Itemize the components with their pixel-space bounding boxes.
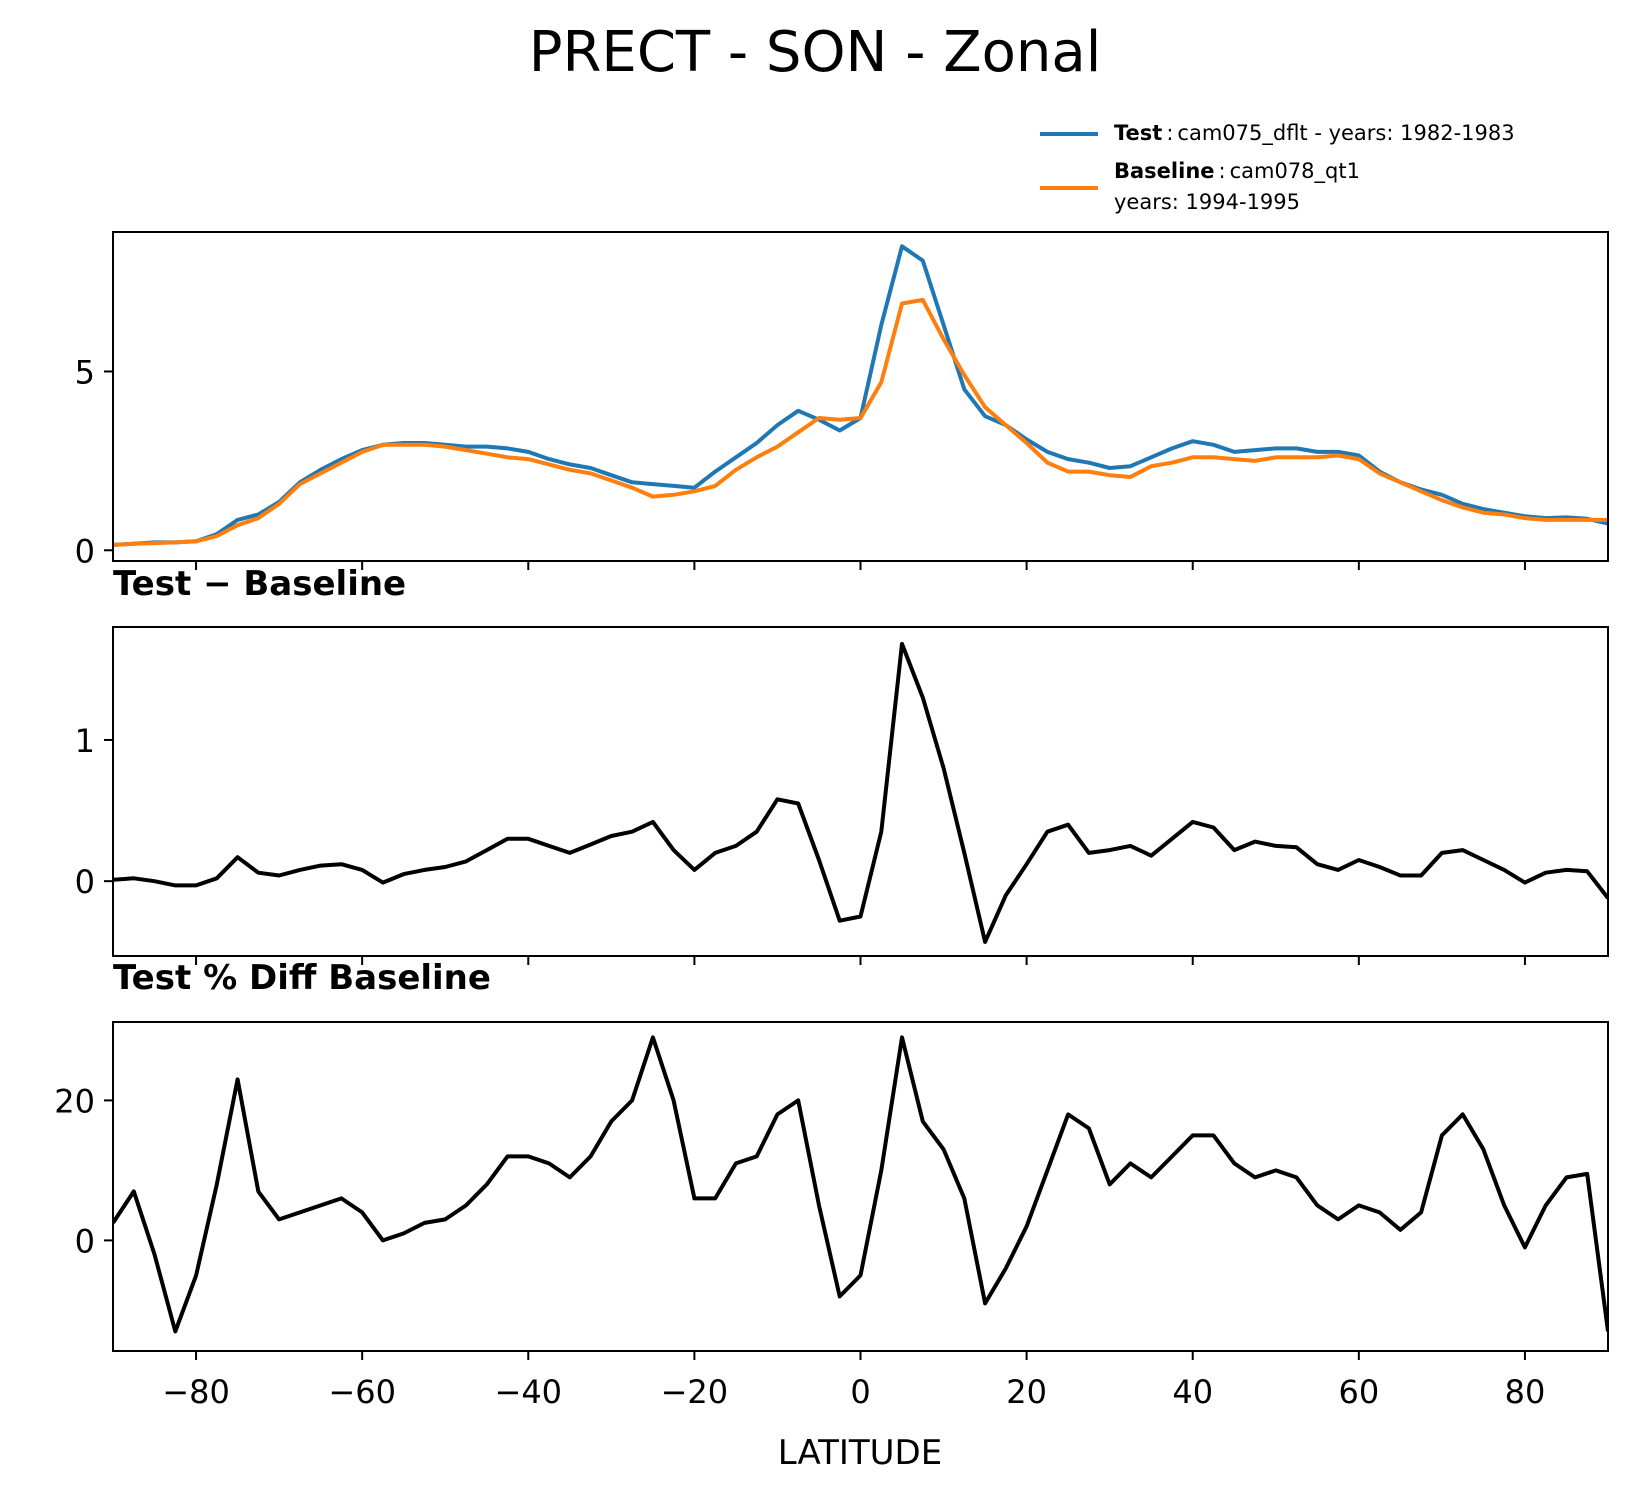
x-tick-label--20: −20 (661, 1373, 729, 1411)
series-line-middle-0 (113, 641, 1608, 944)
x-tick-label-0: 0 (850, 1373, 870, 1411)
panel-title-percent-diff: Test % Diff Baseline (113, 958, 491, 998)
x-axis-label: LATITUDE (777, 1433, 943, 1473)
x-tick-label--60: −60 (328, 1373, 396, 1411)
series-line-top-0 (113, 244, 1608, 547)
y-tick-label-middle-0: 0 (75, 863, 95, 901)
y-tick-label-bottom-20: 20 (54, 1082, 95, 1120)
legend-label2-baseline: years: 1994-1995 (1114, 190, 1301, 214)
series-line-top-1 (113, 297, 1608, 547)
legend-name-test: Test (1114, 121, 1163, 145)
y-tick-label-top-5: 5 (75, 353, 95, 391)
legend-swatch-test (1040, 132, 1098, 136)
y-tick-label-middle-1: 1 (75, 722, 95, 760)
legend-text-test: Test: cam075_dflt - years: 1982-1983 (1114, 118, 1515, 149)
x-tick-label--40: −40 (495, 1373, 563, 1411)
legend-sep-baseline: : (1218, 159, 1226, 183)
series-line-bottom-0 (113, 1035, 1608, 1334)
chart-title: PRECT - SON - Zonal (528, 20, 1102, 85)
legend-name-baseline: Baseline (1114, 159, 1215, 183)
x-tick-label-20: 20 (1006, 1373, 1047, 1411)
legend-sep-test: : (1166, 121, 1174, 145)
plot-frame-top (112, 231, 1609, 562)
legend-label-baseline: cam078_qt1 (1229, 159, 1360, 183)
x-tick-label--80: −80 (162, 1373, 230, 1411)
y-tick-label-top-0: 0 (75, 532, 95, 570)
legend-text-baseline: Baseline: cam078_qt1 years: 1994-1995 (1114, 156, 1360, 218)
x-tick-label-60: 60 (1338, 1373, 1379, 1411)
panel-title-difference: Test − Baseline (113, 564, 407, 604)
x-tick-label-80: 80 (1505, 1373, 1546, 1411)
legend-label-test: cam075_dflt - years: 1982-1983 (1177, 121, 1515, 145)
plot-frame-middle (112, 626, 1609, 957)
legend-swatch-baseline (1040, 186, 1098, 190)
y-tick-label-bottom-0: 0 (75, 1222, 95, 1260)
plot-frame-bottom (112, 1021, 1609, 1352)
x-tick-label-40: 40 (1172, 1373, 1213, 1411)
